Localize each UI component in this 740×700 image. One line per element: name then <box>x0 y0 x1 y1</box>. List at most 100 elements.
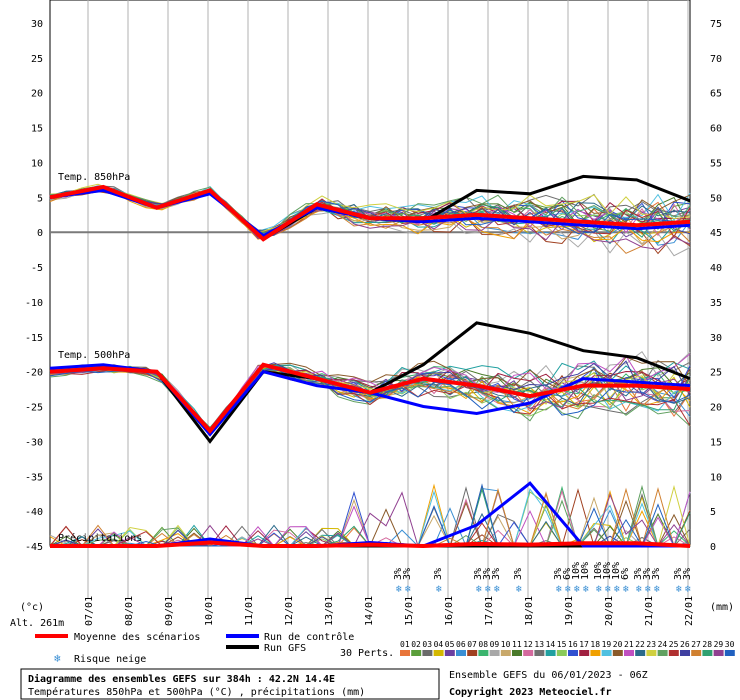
pert-swatch <box>590 650 601 656</box>
snowflake-icon: ❄ <box>614 584 621 595</box>
pert-number: 03 <box>422 640 432 649</box>
left-tick-label: 15 <box>31 124 43 135</box>
footer-run: Ensemble GEFS du 06/01/2023 - 06Z <box>449 670 648 681</box>
left-tick-label: -35 <box>25 472 43 483</box>
t500-panel-label: Temp. 500hPa <box>58 350 130 361</box>
altitude-label: Alt. 261m <box>10 618 64 629</box>
pert-number: 12 <box>523 640 533 649</box>
snowflake-icon: ❄ <box>485 584 492 595</box>
legend-control-label: Run de contrôle <box>264 631 354 643</box>
pert-number: 27 <box>691 640 701 649</box>
member-t500-line <box>49 365 691 435</box>
member-precip-line <box>49 490 690 547</box>
pert-swatch <box>444 650 455 656</box>
pert-number: 08 <box>478 640 488 649</box>
pert-swatch <box>702 650 713 656</box>
snowflake-icon: ❄ <box>565 584 572 595</box>
member-precip-line <box>50 491 691 547</box>
pert-swatch <box>635 650 646 656</box>
date-tick-label: 19/01 <box>564 596 575 626</box>
date-tick-label: 10/01 <box>204 596 215 626</box>
legend-mean-label: Moyenne des scénarios <box>74 631 200 643</box>
footer-box <box>20 668 440 700</box>
date-tick-label: 08/01 <box>124 596 135 626</box>
right-tick-label: 35 <box>710 298 722 309</box>
precip-panel-label: Précipitations <box>58 532 142 544</box>
member-precip-line <box>50 490 691 548</box>
member-t500-line <box>50 366 691 434</box>
left-tick-label: -30 <box>25 437 43 448</box>
right-tick-label: 20 <box>710 403 722 414</box>
pert-swatch <box>601 650 612 656</box>
t850-panel-label: Temp. 850hPa <box>58 172 130 183</box>
snow-risk-pct: 3% <box>553 568 564 580</box>
right-tick-label: 55 <box>710 158 722 169</box>
pert-swatch <box>433 650 444 656</box>
series-t500-line <box>49 362 691 434</box>
pert-number: 28 <box>702 640 712 649</box>
snow-risk-pct: 3% <box>491 568 502 580</box>
right-tick-label: 15 <box>710 437 722 448</box>
pert-swatch <box>646 650 657 656</box>
snow-risk-pct: 6% <box>562 568 573 580</box>
date-tick-label: 17/01 <box>484 596 495 626</box>
left-tick-label: -20 <box>25 368 43 379</box>
left-tick-label: 30 <box>31 19 43 30</box>
snow-risk-pct: 3% <box>633 568 644 580</box>
left-tick-label: -10 <box>25 298 43 309</box>
snowflake-icon: ❄ <box>636 584 643 595</box>
snowflake-icon: ❄ <box>54 652 61 665</box>
member-precip-line <box>50 484 691 547</box>
right-tick-label: 25 <box>710 368 722 379</box>
pert-number: 26 <box>680 640 690 649</box>
pert-number: 13 <box>534 640 544 649</box>
pert-number: 10 <box>501 640 511 649</box>
date-tick-label: 16/01 <box>444 596 455 626</box>
left-tick-label: -40 <box>25 507 43 518</box>
pert-swatch <box>456 650 466 656</box>
snow-risk-pct: 10% <box>602 562 613 580</box>
snowflake-icon: ❄ <box>476 584 483 595</box>
right-tick-label: 40 <box>710 263 722 274</box>
pert-number: 06 <box>456 640 466 649</box>
date-tick-label: 15/01 <box>404 596 415 626</box>
member-precip-line <box>49 483 690 548</box>
snowflake-icon: ❄ <box>645 584 652 595</box>
pert-swatch <box>523 650 534 656</box>
right-tick-label: 60 <box>710 124 722 135</box>
snowflake-icon: ❄ <box>574 584 581 595</box>
snow-risk-pct: 3% <box>433 568 444 580</box>
pert-number: 16 <box>568 640 578 649</box>
pert-swatch <box>691 650 702 656</box>
x-axis-date-ticks: 07/01 08/01 09/01 10/01 11/01 12/01 13/01 14/01… <box>84 596 695 626</box>
left-tick-label: -45 <box>25 542 43 553</box>
member-precip-line <box>50 483 690 548</box>
snow-risk-pct: 3% <box>482 568 493 580</box>
left-tick-label: 25 <box>31 54 43 65</box>
left-axis-ticks: 30 25 20 15 10 5 0 -5 -10 -15 -20 -25 -30 -35 -40 -45 <box>25 19 43 553</box>
member-t850-line <box>49 189 691 250</box>
right-tick-label: 70 <box>710 54 722 65</box>
pert-number: 20 <box>613 640 623 649</box>
member-precip-line <box>50 493 690 547</box>
snow-risk-pct: 3% <box>682 568 693 580</box>
pert-number: 14 <box>546 640 556 649</box>
member-precip-line <box>50 490 690 547</box>
pert-number: 05 <box>445 640 455 649</box>
snowflake-icon: ❄ <box>396 584 403 595</box>
snowflake-icon: ❄ <box>405 584 412 595</box>
snow-risk-pct: 10% <box>611 562 622 580</box>
member-precip-line <box>50 491 690 547</box>
right-tick-label: 65 <box>710 89 722 100</box>
pert-swatch <box>400 650 410 656</box>
snowflake-icon: ❄ <box>494 584 501 595</box>
right-tick-label: 5 <box>710 507 716 518</box>
pert-number: 19 <box>602 640 612 649</box>
pert-number: 15 <box>557 640 567 649</box>
footer-copyright: Copyright 2023 Meteociel.fr <box>449 686 612 698</box>
date-tick-label: 18/01 <box>524 596 535 626</box>
footer-subtitle: Températures 850hPa et 500hPa (°C) , pré… <box>28 686 365 698</box>
right-tick-label: 75 <box>710 19 722 30</box>
perturbation-legend: 01 02 03 04 05 06 07 08 09 10 11 12 13 14 15 16 17 18 19 20… <box>400 640 735 656</box>
